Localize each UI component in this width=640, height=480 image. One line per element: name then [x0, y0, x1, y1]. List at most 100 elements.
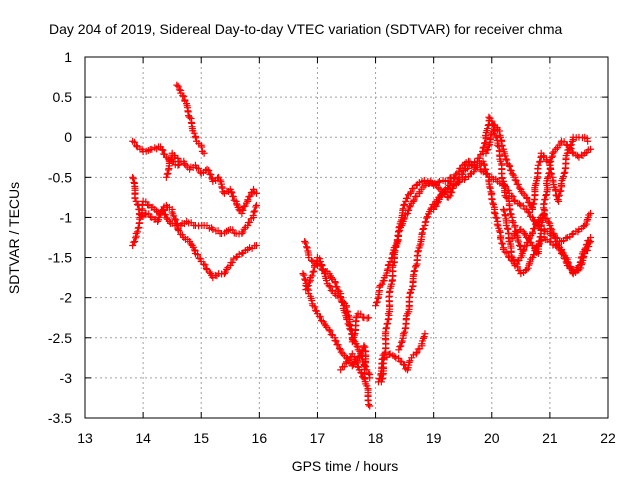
data-point	[372, 302, 380, 310]
x-tick-label: 19	[426, 430, 442, 446]
data-point	[405, 358, 413, 366]
data-point	[175, 157, 183, 165]
data-point	[333, 283, 341, 291]
data-point	[395, 227, 403, 235]
data-point	[547, 157, 555, 165]
data-point	[546, 224, 554, 232]
data-point	[542, 192, 550, 200]
data-point	[175, 227, 183, 235]
data-point	[360, 342, 368, 350]
data-point	[566, 264, 574, 272]
data-point	[421, 330, 429, 338]
data-point	[524, 238, 532, 246]
data-point	[365, 369, 373, 377]
data-point	[562, 258, 570, 266]
data-point	[495, 127, 503, 135]
data-point	[496, 133, 504, 141]
data-point	[556, 246, 564, 254]
data-point	[493, 214, 501, 222]
data-point	[514, 180, 522, 188]
data-point	[507, 167, 515, 175]
data-point	[497, 235, 505, 243]
data-point	[397, 342, 405, 350]
data-point	[164, 169, 172, 177]
series-track-q	[499, 205, 595, 278]
data-point	[239, 206, 247, 214]
data-point	[496, 227, 504, 235]
data-point	[480, 143, 488, 151]
data-point	[521, 230, 529, 238]
data-point	[303, 244, 311, 252]
data-point	[358, 352, 366, 360]
data-point	[302, 243, 310, 251]
data-point	[501, 211, 509, 219]
data-point	[557, 180, 565, 188]
data-point	[499, 240, 507, 248]
data-point	[519, 247, 527, 255]
data-point	[360, 374, 368, 382]
data-point	[484, 125, 492, 133]
data-point	[489, 127, 497, 135]
data-point	[311, 303, 319, 311]
data-point	[163, 170, 171, 178]
data-point	[559, 251, 567, 259]
data-point	[419, 334, 427, 342]
data-point	[511, 176, 519, 184]
data-point	[130, 238, 138, 246]
data-point	[575, 262, 583, 270]
data-point	[487, 131, 495, 139]
series-track-c	[129, 197, 260, 282]
data-point	[356, 347, 364, 355]
data-point	[482, 149, 490, 157]
data-point	[523, 195, 531, 203]
data-point	[507, 210, 515, 218]
data-point	[520, 246, 528, 254]
data-point	[246, 218, 254, 226]
data-point	[530, 244, 538, 252]
data-point	[546, 158, 554, 166]
data-point	[159, 206, 167, 214]
data-point	[528, 204, 536, 212]
data-point	[334, 341, 342, 349]
data-point	[365, 401, 373, 409]
data-point	[508, 192, 516, 200]
data-point	[502, 182, 510, 190]
data-point	[502, 193, 510, 201]
data-point	[365, 314, 373, 322]
data-point	[186, 113, 194, 121]
data-point	[503, 249, 511, 257]
data-point	[525, 235, 533, 243]
data-point	[325, 326, 333, 334]
series-track-i	[337, 350, 368, 382]
data-point	[378, 280, 386, 288]
data-point	[481, 139, 489, 147]
data-point	[131, 194, 139, 202]
y-tick-label: -3	[60, 370, 73, 386]
series-track-h	[302, 254, 373, 346]
data-point	[550, 230, 558, 238]
y-tick-label: -1.5	[48, 250, 72, 266]
tick-labels-layer: 13 14 15 16 17 18 19 20 21 22 -3.5 -3 -2.5 -2 -1.5 -1 -0…	[48, 49, 616, 446]
data-point	[158, 146, 166, 154]
data-point	[512, 228, 520, 236]
data-point	[544, 173, 552, 181]
data-point	[543, 174, 551, 182]
y-tick-label: -0.5	[48, 169, 72, 185]
data-point	[172, 216, 180, 224]
data-point	[332, 337, 340, 345]
data-point	[407, 188, 415, 196]
data-point	[583, 240, 591, 248]
data-point	[228, 258, 236, 266]
data-point	[176, 86, 184, 94]
data-point	[133, 228, 141, 236]
data-point	[509, 193, 517, 201]
chart-title: Day 204 of 2019, Sidereal Day-to-day VTE…	[49, 21, 562, 37]
data-point	[190, 129, 198, 137]
data-point	[315, 312, 323, 320]
data-point	[568, 148, 576, 156]
data-point	[515, 241, 523, 249]
data-point	[229, 226, 237, 234]
data-point	[510, 196, 518, 204]
data-point	[527, 255, 535, 263]
data-point	[129, 242, 137, 250]
